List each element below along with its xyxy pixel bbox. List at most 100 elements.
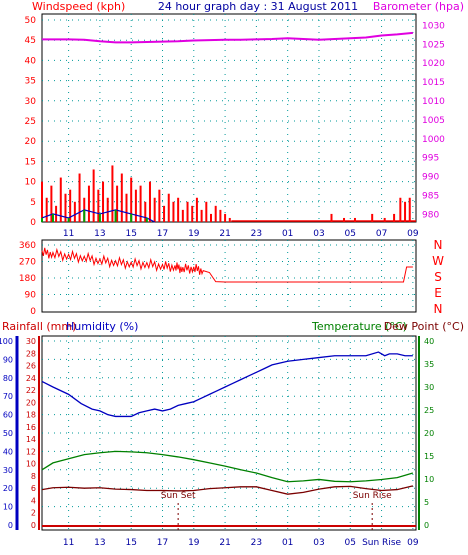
hum-ytick-5: 50 xyxy=(3,429,13,438)
wind-ytick-7: 35 xyxy=(25,77,36,87)
wind-ytick-0: 0 xyxy=(30,218,36,228)
wind-xtick-6: 23 xyxy=(251,229,262,239)
wind-xtick-0: 11 xyxy=(63,229,74,239)
dir-label-3: E xyxy=(434,286,442,300)
rain-ytick-7: 14 xyxy=(26,435,36,444)
temp-xtick-0: 11 xyxy=(63,538,74,548)
temp-xtick-1: 13 xyxy=(94,538,105,548)
temp-ytick-4: 20 xyxy=(424,429,434,438)
wind-ytick-10: 50 xyxy=(25,16,37,26)
temperature-line xyxy=(41,450,414,483)
rain-ytick-4: 8 xyxy=(31,472,36,481)
dir-label-4: N xyxy=(434,302,443,316)
wind-ytick-5: 25 xyxy=(25,117,36,127)
hum-ytick-3: 30 xyxy=(3,466,13,475)
graph-title: 24 hour graph day : 31 August 2011 xyxy=(158,0,358,13)
baro-ytick-7: 1015 xyxy=(422,78,445,88)
wind-xtick-7: 01 xyxy=(282,229,293,239)
rain-ytick-2: 4 xyxy=(31,496,36,505)
baro-ytick-4: 1000 xyxy=(422,135,445,145)
dir-label-0: N xyxy=(434,238,443,252)
dewpoint-title: Dew Point (°C) xyxy=(384,320,464,333)
barometer-title: Barometer (hpa) xyxy=(373,0,464,13)
baro-ytick-8: 1020 xyxy=(422,59,445,69)
wind-xtick-5: 21 xyxy=(219,229,230,239)
temp-xtick-10: Sun Rise xyxy=(362,538,401,548)
wind-xtick-9: 05 xyxy=(345,229,356,239)
baro-ytick-2: 990 xyxy=(422,173,439,183)
rain-ytick-6: 12 xyxy=(26,447,36,456)
rain-ytick-14: 28 xyxy=(26,349,36,358)
rain-ytick-11: 22 xyxy=(26,386,36,395)
humidity-title: Humidity (%) xyxy=(66,320,138,333)
dir-ytick-2: 180 xyxy=(19,274,36,284)
humidity-line xyxy=(41,351,413,418)
hum-ytick-6: 60 xyxy=(3,411,13,420)
annotation-1: Sun Rise xyxy=(353,491,392,501)
temp-xtick-2: 15 xyxy=(125,538,136,548)
wind-xtick-10: 07 xyxy=(376,229,387,239)
hum-ytick-8: 80 xyxy=(3,374,13,383)
wind-ytick-8: 40 xyxy=(25,56,37,66)
wind-ytick-4: 20 xyxy=(25,137,37,147)
baro-ytick-6: 1010 xyxy=(422,97,445,107)
rain-ytick-5: 10 xyxy=(26,460,36,469)
baro-ytick-3: 995 xyxy=(422,154,439,164)
rain-ytick-8: 16 xyxy=(26,423,36,432)
dir-ytick-1: 90 xyxy=(25,291,37,301)
wind-xtick-11: 09 xyxy=(407,229,419,239)
temp-xtick-4: 19 xyxy=(188,538,200,548)
dir-ytick-0: 0 xyxy=(30,307,36,317)
rain-ytick-12: 24 xyxy=(26,374,36,383)
temp-xtick-11: 09 xyxy=(407,538,419,548)
temp-xtick-7: 01 xyxy=(282,538,293,548)
dir-ytick-3: 270 xyxy=(19,258,36,268)
temp-ytick-5: 25 xyxy=(424,406,434,415)
baro-ytick-10: 1030 xyxy=(422,21,445,31)
temp-xtick-8: 03 xyxy=(313,538,324,548)
temp-ytick-6: 30 xyxy=(424,383,434,392)
temp-ytick-8: 40 xyxy=(424,337,434,346)
hum-ytick-10: 100 xyxy=(0,337,13,346)
wind-ytick-9: 45 xyxy=(25,36,36,46)
wind-xtick-1: 13 xyxy=(94,229,105,239)
wind-panel-frame xyxy=(41,13,417,223)
wind-ytick-2: 10 xyxy=(25,178,37,188)
rain-ytick-3: 6 xyxy=(31,484,36,493)
rain-ytick-15: 30 xyxy=(26,337,36,346)
temp-xtick-6: 23 xyxy=(251,538,262,548)
hum-ytick-4: 40 xyxy=(3,447,13,456)
temp-ytick-2: 10 xyxy=(424,475,434,484)
temp-xtick-3: 17 xyxy=(157,538,168,548)
barometer-line xyxy=(42,31,413,44)
rainfall-title: Rainfall (mm) xyxy=(2,320,76,333)
rain-ytick-10: 20 xyxy=(26,398,36,407)
baro-ytick-1: 985 xyxy=(422,192,439,202)
direction-panel-frame xyxy=(41,239,417,313)
rain-ytick-0: 0 xyxy=(31,521,36,530)
hum-ytick-1: 10 xyxy=(3,503,13,512)
wind-ytick-3: 15 xyxy=(25,157,36,167)
direction-line xyxy=(41,247,413,283)
rain-ytick-13: 26 xyxy=(26,362,36,371)
temp-ytick-3: 15 xyxy=(424,452,434,461)
temp-xtick-9: 05 xyxy=(345,538,356,548)
dir-label-1: W xyxy=(432,254,444,268)
wind-ytick-6: 30 xyxy=(25,97,37,107)
wind-ytick-1: 5 xyxy=(30,198,36,208)
baro-ytick-9: 1025 xyxy=(422,40,445,50)
rain-ytick-1: 2 xyxy=(31,509,36,518)
rain-ytick-9: 18 xyxy=(26,411,36,420)
hum-ytick-2: 20 xyxy=(3,484,13,493)
hum-ytick-0: 0 xyxy=(8,521,13,530)
hum-ytick-7: 70 xyxy=(3,392,13,401)
wind-xtick-3: 17 xyxy=(157,229,168,239)
baro-ytick-0: 980 xyxy=(422,210,439,220)
hum-ytick-9: 90 xyxy=(3,355,13,364)
temperature-title: Temperature (°C) xyxy=(311,320,407,333)
wind-xtick-2: 15 xyxy=(125,229,136,239)
wind-xtick-4: 19 xyxy=(188,229,200,239)
baro-ytick-5: 1005 xyxy=(422,116,445,126)
